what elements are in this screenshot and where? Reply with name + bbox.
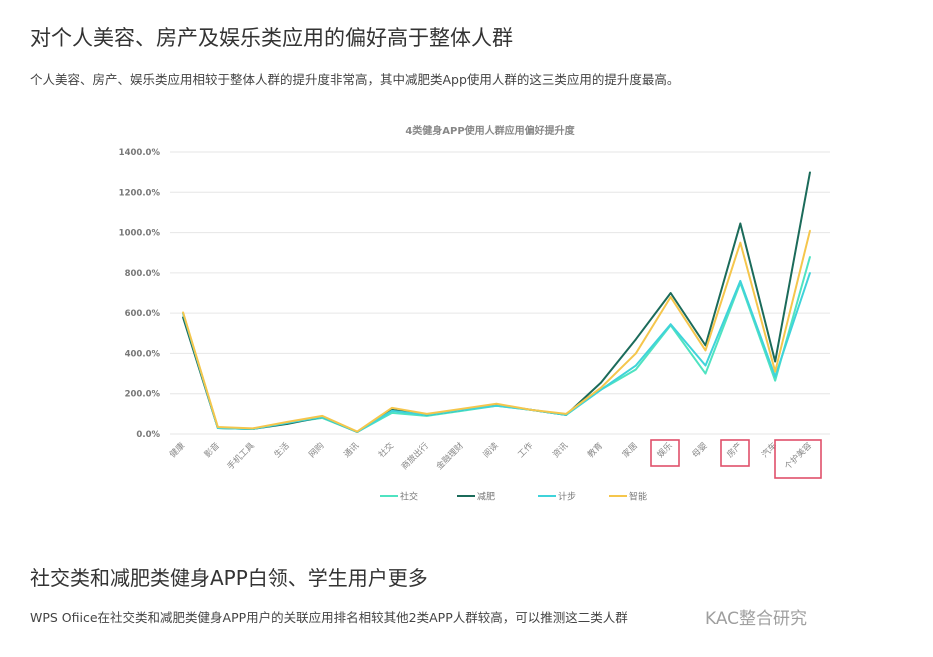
x-tick-label: 通讯 [341, 440, 361, 460]
data-point [774, 379, 776, 382]
section-body-2: WPS Ofiice在社交类和减肥类健身APP用户的关联应用排名相较其他2类AP… [30, 610, 628, 625]
data-point [495, 405, 498, 407]
x-tick-label: 娱乐 [655, 440, 675, 460]
x-tick-label: 阅读 [481, 440, 501, 460]
data-point [391, 412, 393, 414]
x-tick-label: 母婴 [691, 441, 710, 460]
y-tick-label: 600.0% [125, 309, 161, 319]
data-point [391, 407, 393, 409]
x-tick-label: 家居 [620, 440, 640, 460]
data-point [321, 415, 324, 417]
y-tick-label: 200.0% [125, 390, 161, 400]
data-point [774, 375, 776, 378]
section-body: 个人美容、房产、娱乐类应用相较于整体人群的提升度非常高，其中减肥类App使用人群… [30, 72, 680, 87]
line-chart: 4类健身APP使用人群应用偏好提升度 0.0% 200.0% 400.0% 600.0%… [119, 124, 830, 503]
data-point [565, 413, 567, 415]
data-point [635, 368, 637, 371]
data-point [669, 292, 672, 294]
watermark: KAC整合研究 [705, 609, 808, 629]
data-point [530, 409, 533, 411]
section-heading: 对个人美容、房产及娱乐类应用的偏好高于整体人群 [30, 26, 513, 50]
data-point [635, 364, 637, 367]
data-point [495, 402, 498, 405]
data-point [774, 370, 776, 373]
highlight-box [774, 439, 822, 479]
y-tick-label: 1000.0% [119, 229, 161, 239]
data-point [251, 427, 254, 430]
data-point [704, 364, 707, 367]
data-point [739, 241, 742, 244]
data-point [391, 410, 393, 412]
data-point [739, 222, 742, 225]
x-tick-label: 手机工具 [225, 440, 257, 472]
y-tick-label: 400.0% [125, 349, 161, 359]
y-tick-label: 800.0% [125, 269, 161, 279]
x-tick-label: 社交 [376, 440, 396, 460]
legend-label: 社交 [400, 491, 418, 503]
data-point [704, 344, 707, 347]
legend-label: 计步 [558, 491, 576, 503]
data-point [286, 421, 289, 423]
legend-label: 减肥 [477, 491, 495, 503]
data-point [669, 323, 672, 326]
x-tick-label: 个护美容 [782, 440, 814, 472]
data-point [809, 171, 811, 173]
y-tick-label: 1400.0% [119, 148, 161, 158]
x-tick-label: 网购 [307, 440, 327, 460]
x-tick-label: 商旅出行 [399, 440, 431, 472]
data-point [635, 338, 637, 341]
x-tick-label: 健康 [167, 440, 187, 460]
x-tick-label: 金融理财 [434, 440, 466, 472]
x-tick-label: 工作 [516, 440, 536, 460]
data-point [669, 296, 672, 298]
data-point [356, 430, 358, 433]
series-line-计步 [182, 272, 811, 433]
chart-title: 4类健身APP使用人群应用偏好提升度 [405, 124, 575, 137]
data-point [774, 360, 776, 363]
data-point [600, 388, 602, 391]
data-point [600, 386, 602, 389]
data-point [426, 413, 428, 415]
x-tick-label: 资讯 [550, 440, 570, 460]
x-tick-label: 汽车 [759, 440, 779, 460]
x-tick-label: 房产 [725, 440, 745, 460]
data-point [704, 372, 707, 375]
data-point [182, 311, 184, 313]
highlight-box [650, 439, 680, 467]
section-heading-2: 社交类和减肥类健身APP白领、学生用户更多 [30, 566, 428, 590]
data-point [600, 381, 602, 384]
highlight-box [720, 439, 750, 467]
data-point [809, 255, 811, 258]
y-tick-label: 1200.0% [119, 188, 161, 198]
x-tick-label: 教育 [585, 440, 605, 460]
series-line-智能 [182, 230, 811, 433]
y-tick-label: 0.0% [136, 430, 160, 440]
data-point [460, 408, 463, 410]
data-point [635, 352, 637, 355]
legend-label: 智能 [629, 491, 647, 503]
data-point [809, 272, 811, 274]
data-point [739, 280, 742, 282]
x-tick-label: 影音 [202, 440, 222, 460]
x-tick-label: 生活 [272, 440, 292, 460]
series-line-减肥 [182, 171, 811, 433]
data-point [217, 426, 219, 428]
data-point [809, 229, 811, 232]
data-point [704, 349, 707, 352]
